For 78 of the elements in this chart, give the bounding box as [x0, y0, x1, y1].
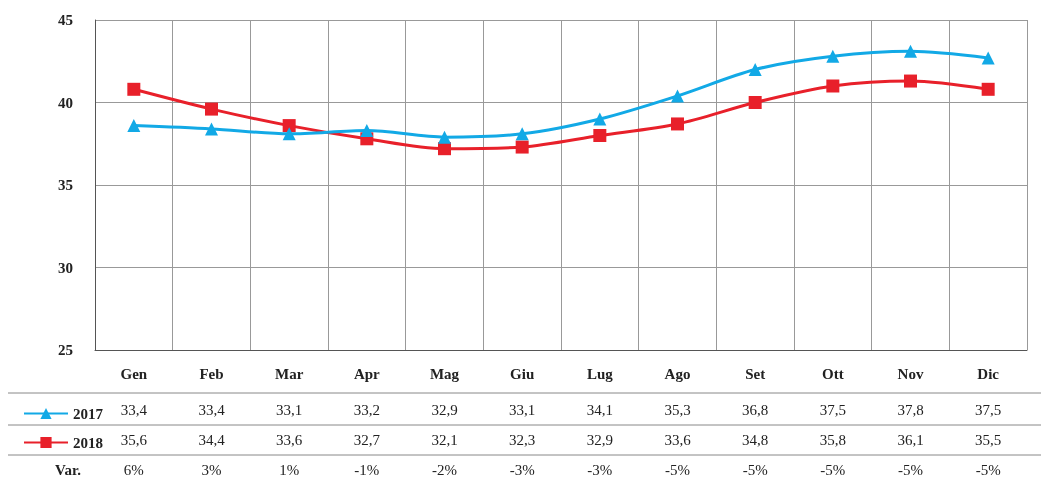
text: 37,5 [975, 402, 1002, 418]
point [593, 129, 607, 142]
text: -2% [432, 462, 457, 478]
y-tick-label: 30 [58, 259, 73, 276]
text: 36,1 [897, 432, 924, 448]
point [282, 127, 296, 141]
text: -5% [665, 462, 690, 478]
text: 34,4 [198, 432, 226, 448]
text: 34,1 [586, 402, 613, 418]
point [748, 63, 762, 76]
point [438, 130, 451, 144]
text: 35,3 [664, 402, 691, 418]
text: 33,6 [276, 432, 303, 448]
y-tick-label: 40 [58, 94, 73, 111]
legend-label: 2017 [73, 405, 104, 422]
point [826, 49, 840, 63]
text: 35,6 [120, 432, 148, 448]
text: 33,4 [198, 402, 226, 418]
x-tick-label: Ott [822, 365, 844, 382]
text: -5% [898, 462, 923, 478]
point [671, 117, 684, 131]
point [981, 51, 995, 65]
point [515, 140, 529, 154]
text: -3% [587, 462, 613, 478]
text: 32,1 [431, 432, 458, 448]
x-tick-label: Mag [429, 365, 460, 382]
text: 35,5 [975, 432, 1002, 448]
point [360, 124, 374, 138]
x-tick-label: Lug [586, 365, 614, 382]
text: -5% [975, 462, 1001, 478]
x-tick-label: Apr [353, 365, 381, 382]
point [593, 112, 607, 126]
text: 36,8 [742, 402, 769, 418]
text: -5% [820, 462, 846, 478]
point [205, 102, 218, 116]
text: 32,9 [431, 402, 458, 418]
y-tick-label: 35 [58, 177, 73, 193]
y-tick-label: 25 [58, 342, 73, 358]
text: 1% [279, 462, 300, 478]
point [671, 89, 684, 103]
x-tick-label: Feb [199, 365, 224, 382]
point [904, 44, 917, 58]
text: -3% [509, 462, 535, 478]
text: 33,6 [664, 432, 692, 448]
text: 32,3 [509, 432, 536, 448]
x-tick-label: Giu [510, 365, 535, 382]
text: -1% [354, 462, 380, 478]
point [904, 74, 917, 88]
text: 33,1 [509, 402, 536, 418]
x-tick-label: Mar [275, 365, 304, 382]
text: 33,2 [353, 402, 380, 418]
text: -5% [742, 462, 768, 478]
point [981, 82, 995, 96]
point [127, 119, 141, 133]
point [826, 79, 840, 93]
text: 35,8 [819, 432, 846, 448]
text: 32,7 [353, 432, 381, 448]
text: 34,8 [742, 432, 769, 448]
x-tick-label: Nov [897, 365, 924, 382]
point [515, 127, 529, 141]
text: 33,1 [276, 402, 303, 418]
text: 6% [123, 462, 144, 478]
point [748, 96, 762, 109]
x-tick-label: Dic [977, 365, 1000, 382]
x-tick-label: Gen [120, 365, 148, 382]
text: 37,5 [819, 402, 846, 418]
text: 33,4 [120, 402, 148, 418]
text: 3% [201, 462, 222, 478]
x-tick-label: Set [745, 365, 766, 382]
text: Var. [55, 462, 82, 478]
point [205, 122, 218, 136]
point [282, 119, 296, 133]
legend-label: 2018 [73, 434, 103, 451]
point [127, 82, 141, 96]
x-tick-label: Ago [664, 365, 691, 382]
text: 37,8 [897, 402, 924, 418]
text: 32,9 [586, 432, 613, 448]
y-tick-label: 45 [58, 12, 73, 28]
